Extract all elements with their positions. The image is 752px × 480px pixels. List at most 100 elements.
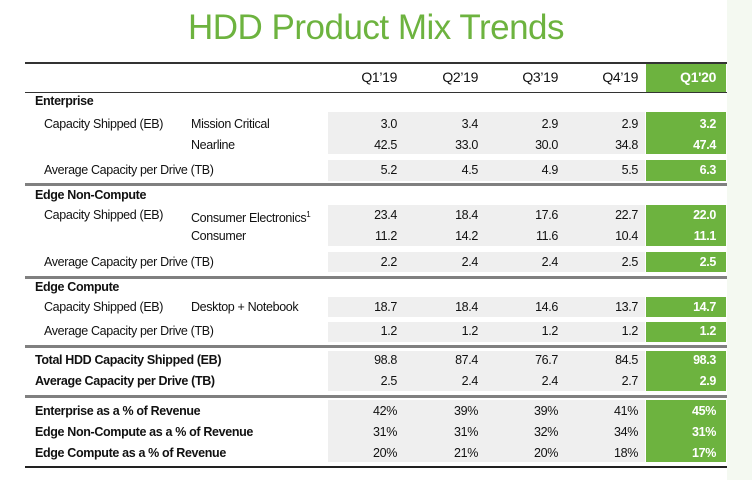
data-band	[328, 252, 645, 272]
cell-value: 2.9	[621, 117, 639, 131]
row-label: Capacity Shipped (EB)	[44, 300, 164, 314]
background-accent	[727, 0, 752, 480]
cell-value: 18.7	[374, 300, 397, 314]
cell-value: 2.5	[699, 255, 717, 269]
sublabel-text: Nearline	[191, 138, 235, 152]
column-header: Q4’19	[602, 69, 638, 85]
data-band	[328, 322, 645, 342]
column-header: Q3’19	[522, 69, 558, 85]
cell-value: 31%	[692, 425, 716, 439]
cell-value: 18.4	[455, 300, 478, 314]
cell-value: 6.3	[699, 163, 717, 177]
row-label: Average Capacity per Drive (TB)	[35, 374, 215, 388]
cell-value: 32%	[534, 425, 558, 439]
cell-value: 34%	[614, 425, 638, 439]
cell-value: 21%	[454, 446, 478, 460]
table-bottom-rule	[25, 466, 727, 468]
sublabel-text: Mission Critical	[191, 117, 270, 131]
cell-value: 22.7	[615, 208, 638, 222]
sublabel-text: Consumer Electronics	[191, 211, 307, 226]
cell-value: 18.4	[455, 208, 478, 222]
row-sublabel: Mission Critical	[191, 116, 270, 132]
cell-value: 20%	[373, 446, 397, 460]
cell-value: 2.4	[461, 255, 479, 269]
cell-value: 2.4	[541, 374, 559, 388]
cell-value: 20%	[534, 446, 558, 460]
cell-value: 42%	[373, 404, 397, 418]
cell-value: 31%	[454, 425, 478, 439]
cell-value: 2.4	[461, 374, 479, 388]
row-label: Enterprise as a % of Revenue	[35, 404, 201, 418]
cell-value: 14.6	[535, 300, 558, 314]
cell-value: 1.2	[380, 324, 398, 338]
highlight-band	[646, 205, 726, 246]
cell-value: 4.9	[541, 163, 559, 177]
cell-value: 1.2	[621, 324, 639, 338]
cell-value: 41%	[614, 404, 638, 418]
header-rule	[25, 92, 727, 93]
data-band	[328, 297, 645, 317]
cell-value: 33.0	[455, 138, 478, 152]
cell-value: 45%	[692, 404, 716, 418]
cell-value: 4.5	[461, 163, 479, 177]
cell-value: 76.7	[535, 353, 558, 367]
sublabel-text: Consumer	[191, 229, 246, 243]
section-divider	[25, 345, 727, 348]
section-divider	[25, 276, 727, 279]
data-band	[328, 400, 645, 462]
column-header: Q1’19	[361, 69, 397, 85]
table-top-rule	[25, 62, 727, 64]
row-label: Average Capacity per Drive (TB)	[44, 255, 214, 269]
cell-value: 22.0	[693, 208, 716, 222]
cell-value: 2.9	[699, 374, 717, 388]
row-label: Edge Non-Compute as a % of Revenue	[35, 425, 253, 439]
section-header: Enterprise	[35, 94, 94, 108]
page-title: HDD Product Mix Trends	[187, 8, 565, 47]
section-divider	[25, 395, 727, 398]
cell-value: 2.2	[380, 255, 398, 269]
row-label: Average Capacity per Drive (TB)	[44, 324, 214, 338]
row-sublabel: Consumer	[191, 228, 246, 244]
cell-value: 87.4	[455, 353, 478, 367]
section-header: Edge Non-Compute	[35, 188, 147, 202]
cell-value: 31%	[373, 425, 397, 439]
cell-value: 11.1	[693, 229, 717, 243]
column-header: Q1'20	[680, 69, 716, 85]
cell-value: 39%	[534, 404, 558, 418]
cell-value: 3.4	[461, 117, 479, 131]
cell-value: 23.4	[374, 208, 397, 222]
cell-value: 13.7	[615, 300, 638, 314]
cell-value: 98.3	[693, 353, 716, 367]
cell-value: 11.2	[374, 229, 397, 243]
data-band	[328, 205, 645, 246]
cell-value: 2.9	[541, 117, 559, 131]
highlight-band	[646, 112, 726, 154]
row-sublabel: Nearline	[191, 137, 235, 153]
cell-value: 84.5	[615, 353, 638, 367]
highlight-band	[646, 351, 726, 391]
cell-value: 18%	[614, 446, 638, 460]
cell-value: 2.5	[621, 255, 639, 269]
row-label: Total HDD Capacity Shipped (EB)	[35, 353, 222, 367]
cell-value: 30.0	[535, 138, 558, 152]
cell-value: 39%	[454, 404, 478, 418]
highlight-band	[646, 322, 726, 342]
cell-value: 3.0	[380, 117, 398, 131]
cell-value: 1.2	[699, 324, 717, 338]
cell-value: 17%	[692, 446, 716, 460]
cell-value: 5.2	[380, 163, 398, 177]
cell-value: 11.6	[535, 229, 558, 243]
row-label: Capacity Shipped (EB)	[44, 117, 164, 131]
cell-value: 3.2	[699, 117, 717, 131]
cell-value: 2.4	[541, 255, 559, 269]
cell-value: 98.8	[374, 353, 397, 367]
section-header: Edge Compute	[35, 280, 119, 294]
data-band	[328, 160, 645, 181]
sublabel-text: Desktop + Notebook	[191, 300, 299, 314]
header-highlight	[646, 64, 726, 92]
cell-value: 2.7	[621, 374, 639, 388]
cell-value: 10.4	[615, 229, 638, 243]
section-divider	[25, 183, 727, 186]
row-sublabel: Consumer Electronics1	[191, 207, 311, 226]
row-label: Edge Compute as a % of Revenue	[35, 446, 226, 460]
